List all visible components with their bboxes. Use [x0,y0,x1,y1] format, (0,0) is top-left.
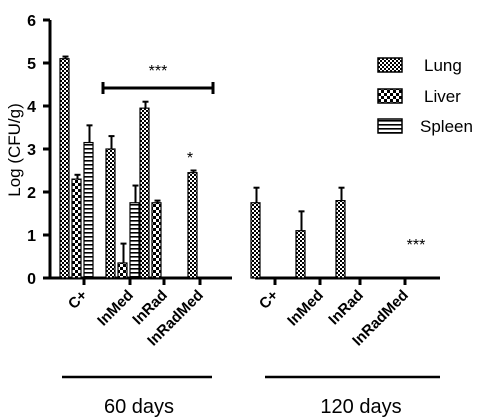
y-tick-label-6: 6 [27,13,36,30]
x-tick-label-0-0: C+ [65,287,91,313]
bracket-stars: *** [149,63,168,80]
bar-0-1-liver [117,262,128,279]
legend: Lung Liver Spleen [377,56,473,136]
group-label-60-days: 60 days [104,396,174,418]
bar-1-2-lung [335,200,346,279]
y-axis-label: Log (CFU/g) [5,103,24,197]
x-tick-label-1-2: InRad [325,287,366,328]
legend-swatch-spleen [377,118,403,134]
bar-0-2-lung [139,107,150,279]
legend-label-spleen: Spleen [420,117,473,136]
right-stars: *** [407,237,426,254]
y-tick-label-1: 1 [27,228,36,245]
y-tick-label-4: 4 [27,99,36,116]
x-tick-label-0-1: InMed [94,287,137,330]
y-tick-label-3: 3 [27,142,36,159]
legend-swatch-lung [377,57,403,73]
bar-1-0-lung [250,202,261,279]
y-tick-label-0: 0 [27,271,36,288]
y-tick-label-2: 2 [27,185,36,202]
bar-0-0-spleen [83,141,94,279]
legend-label-lung: Lung [424,56,462,75]
bars [59,58,346,279]
legend-label-liver: Liver [424,87,461,106]
y-tick-label-5: 5 [27,56,36,73]
y-ticks: 0 1 2 3 4 5 6 [27,13,50,288]
bar-0-3-lung [187,172,198,279]
inradmed-star: * [187,150,193,167]
x-tick-label-1-1: InMed [284,287,327,330]
bar-0-1-spleen [129,202,140,279]
bar-1-1-lung [295,230,306,279]
bar-0-0-lung [59,58,70,279]
bar-0-0-liver [71,178,82,279]
group-label-120-days: 120 days [320,396,401,418]
x-tick-label-1-0: C+ [256,287,282,313]
error-bars [62,55,345,263]
legend-swatch-liver [377,88,403,104]
bar-0-2-liver [151,202,162,279]
bar-0-1-lung [105,148,116,279]
